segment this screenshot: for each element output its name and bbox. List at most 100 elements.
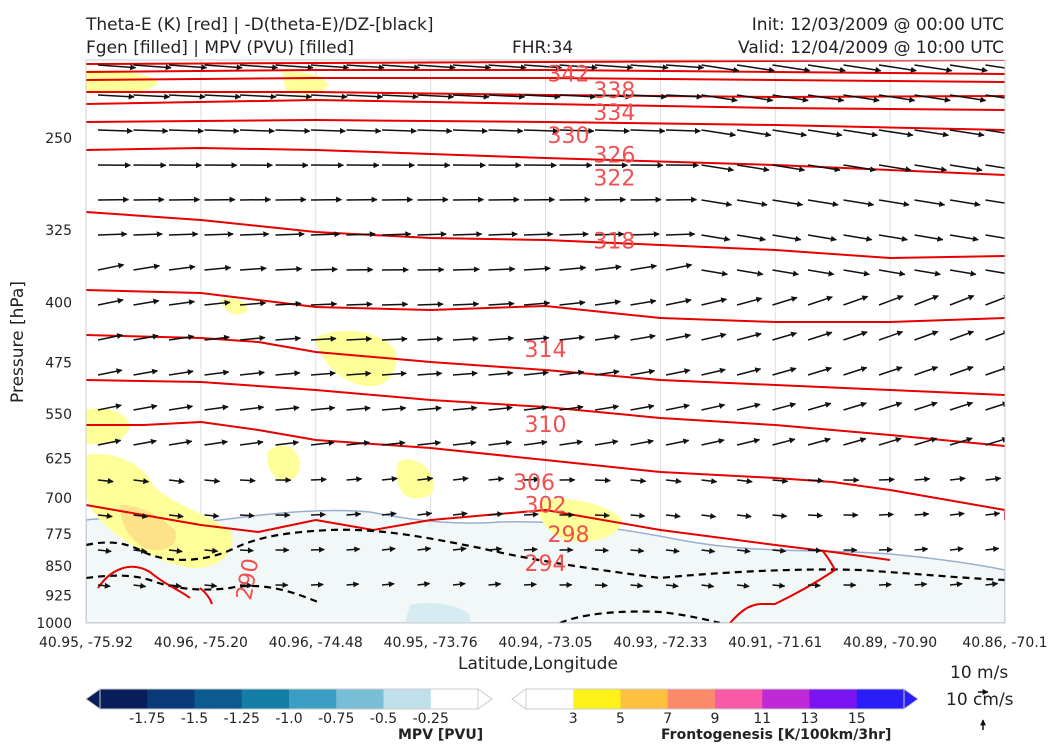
wind-vector — [452, 301, 480, 308]
wind-vector — [914, 581, 928, 588]
wind-vector — [701, 297, 728, 306]
wind-vector — [843, 64, 882, 73]
x-tick-label: 40.96, -75.20 — [154, 635, 248, 651]
wind-vector — [559, 265, 587, 271]
wind-vector — [204, 439, 228, 446]
wind-vector — [701, 164, 735, 173]
wind-vector — [239, 404, 265, 411]
wind-vector — [807, 512, 823, 519]
wind-vector — [133, 438, 157, 446]
wind-vector — [417, 510, 433, 517]
fgen-colorbar-swatch — [856, 689, 905, 709]
wind-vector — [665, 438, 690, 446]
wind-vector — [275, 231, 305, 238]
wind-vector — [381, 475, 398, 482]
wind-vector — [488, 127, 524, 134]
wind-vector — [594, 439, 619, 446]
wind-vector — [701, 367, 726, 376]
wind-vector — [772, 547, 787, 554]
wind-vector — [204, 299, 231, 306]
x-tick-label: 40.93, -72.33 — [613, 635, 707, 651]
wind-vector — [630, 333, 656, 341]
wind-vector — [275, 370, 301, 377]
y-tick-label: 1000 — [36, 616, 72, 632]
wind-vector — [665, 262, 693, 271]
fgen-colorbar-swatch — [715, 689, 763, 709]
y-tick-label: 850 — [45, 559, 72, 575]
wind-vector — [523, 546, 538, 553]
wind-vector — [97, 547, 112, 554]
wind-vector — [97, 64, 137, 71]
wind-vector — [736, 296, 763, 306]
theta-e-label: 294 — [525, 552, 567, 577]
wind-vector — [417, 64, 456, 71]
filled-contours — [86, 70, 1005, 623]
wind-vector — [665, 231, 696, 238]
wind-vector — [736, 332, 762, 341]
wind-vector — [275, 64, 314, 71]
theta-e-label: 330 — [547, 124, 589, 149]
wind-vector — [168, 264, 196, 271]
wind-vector — [452, 335, 479, 342]
wind-vector — [843, 234, 873, 242]
x-tick-label: 40.89, -70.90 — [843, 635, 937, 651]
wind-vector — [914, 234, 944, 242]
wind-vector — [488, 439, 513, 446]
wind-vector — [701, 438, 725, 446]
wind-vector — [630, 547, 645, 554]
wind-vector — [914, 330, 939, 341]
wind-vector — [701, 199, 733, 207]
fgen-colorbar-tick: 7 — [663, 711, 672, 727]
fgen-colorbar-tick: 5 — [616, 711, 625, 727]
wind-vector — [97, 333, 124, 341]
wind-vector — [133, 93, 171, 100]
wind-vector — [559, 64, 598, 71]
forecast-hour: FHR:34 — [512, 38, 574, 58]
mpv-colorbar-swatch — [194, 689, 243, 709]
wind-vector — [523, 231, 554, 238]
wind-vector — [914, 476, 931, 483]
wind-vector — [985, 475, 1002, 482]
wind-vector — [381, 127, 417, 134]
wind-vector — [985, 330, 1005, 341]
wind-vector — [239, 369, 265, 376]
wind-vector — [736, 367, 762, 376]
wind-vector — [630, 93, 668, 100]
wind-vector — [665, 333, 692, 341]
wind-vector — [97, 231, 128, 238]
wind-vector — [168, 582, 182, 589]
wind-vector — [878, 366, 903, 376]
wind-vector — [985, 294, 1005, 306]
wind-vector — [914, 401, 938, 411]
theta-e-lower-contours — [97, 549, 837, 623]
wind-vector — [488, 405, 513, 412]
wind-vector — [914, 164, 948, 173]
wind-vector — [310, 64, 350, 71]
wind-vector — [701, 513, 717, 520]
wind-vector — [204, 64, 243, 71]
wind-vector — [772, 64, 811, 73]
wind-vector — [665, 298, 692, 306]
wind-vector — [594, 93, 632, 100]
wind-vector — [807, 366, 832, 376]
theta-e-294-lower-contour — [729, 549, 837, 623]
wind-vector — [97, 127, 133, 134]
wind-vector — [736, 234, 766, 242]
wind-vector — [878, 64, 917, 73]
wind-vector — [488, 93, 526, 100]
wind-vector — [310, 476, 327, 483]
wind-vector — [807, 94, 845, 103]
wind-vector — [701, 582, 715, 589]
mpv-light-blue-patch — [405, 603, 470, 623]
wind-vector — [665, 547, 680, 554]
wind-vector — [559, 404, 584, 411]
wind-vector — [807, 164, 841, 173]
wind-vector — [417, 475, 434, 482]
wind-vector — [914, 129, 949, 138]
wind-vector — [772, 402, 797, 411]
wind-vector — [275, 439, 300, 446]
wind-vector — [310, 127, 346, 134]
wind-vector — [914, 64, 953, 73]
theta-e-label: 314 — [525, 338, 567, 363]
